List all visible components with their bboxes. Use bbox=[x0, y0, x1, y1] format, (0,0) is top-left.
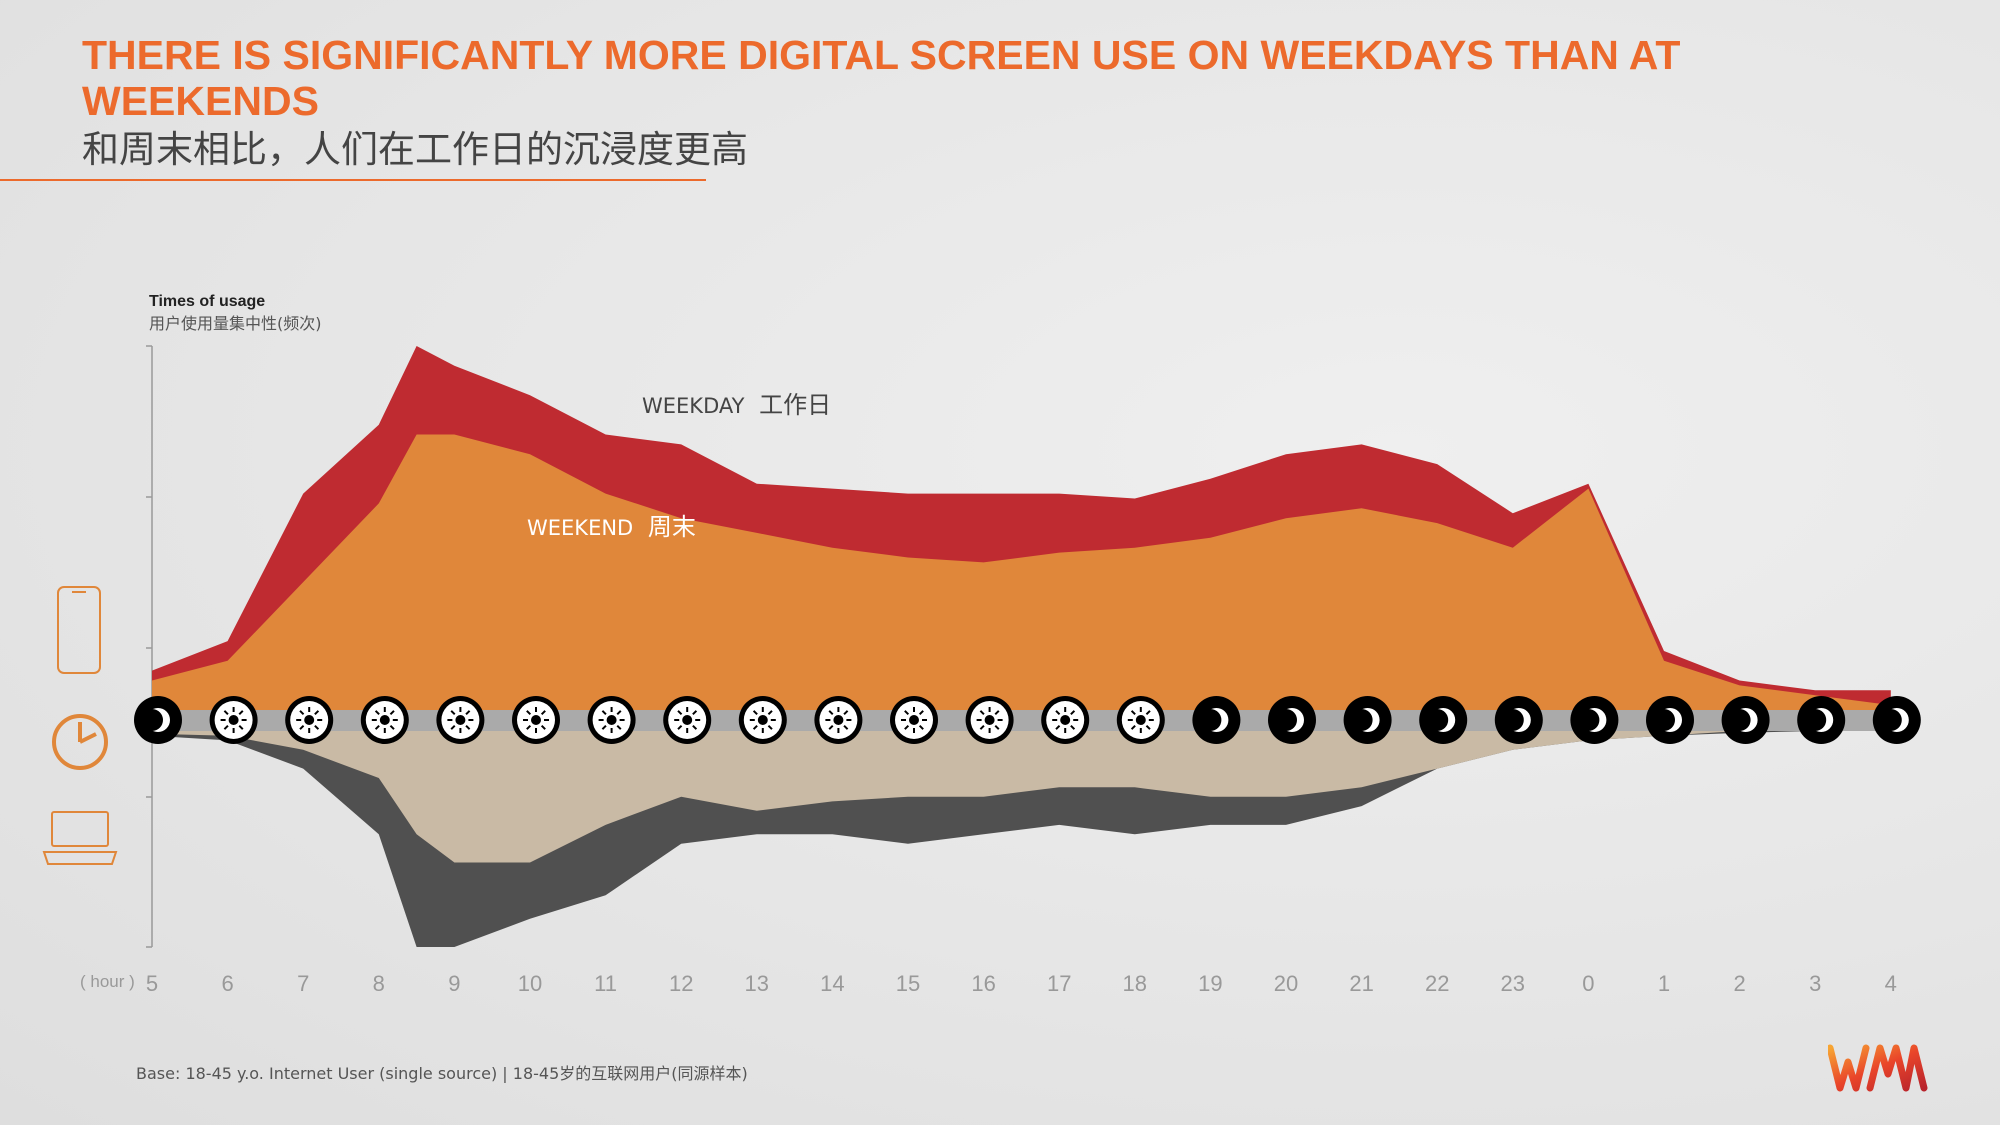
hour-markers bbox=[134, 696, 1921, 744]
moon-icon bbox=[1872, 696, 1921, 744]
x-tick-label: 12 bbox=[669, 971, 693, 996]
y-axis-label-zh: 用户使用量集中性(频次) bbox=[149, 314, 322, 333]
weekday-label-en: WEEKDAY bbox=[642, 394, 745, 418]
x-tick-label: 20 bbox=[1274, 971, 1298, 996]
sun-icon bbox=[965, 696, 1014, 744]
clock-icon bbox=[52, 714, 108, 770]
moon-icon bbox=[1494, 696, 1543, 744]
weekend-series-label: WEEKEND 周末 bbox=[527, 513, 696, 541]
smartphone-icon bbox=[57, 586, 101, 674]
x-tick-label: 0 bbox=[1582, 971, 1594, 996]
moon-icon bbox=[1797, 696, 1846, 744]
x-tick-label: 4 bbox=[1885, 971, 1897, 996]
weekend-pc-area bbox=[152, 731, 1891, 863]
moon-icon bbox=[1419, 696, 1468, 744]
y-axis-label: Times of usage 用户使用量集中性(频次) bbox=[149, 291, 322, 335]
timeline-bar bbox=[152, 710, 1897, 731]
laptop-icon bbox=[42, 811, 118, 865]
x-tick-label: 8 bbox=[373, 971, 385, 996]
x-axis-ticks: 5 6 7 8 9 10 11 12 13 14 15 16 17 18 19 20 21 22 23 0 1 2 3 4 bbox=[146, 971, 1897, 996]
x-tick-label: 7 bbox=[297, 971, 309, 996]
x-tick-label: 1 bbox=[1658, 971, 1670, 996]
footnote: Base: 18-45 y.o. Internet User (single s… bbox=[136, 1064, 748, 1083]
sun-icon bbox=[1041, 696, 1090, 744]
sun-icon bbox=[814, 696, 863, 744]
weekday-series-label: WEEKDAY 工作日 bbox=[642, 391, 831, 419]
x-tick-label: 6 bbox=[221, 971, 233, 996]
moon-icon bbox=[1570, 696, 1619, 744]
x-tick-label: 16 bbox=[971, 971, 995, 996]
x-tick-label: 3 bbox=[1809, 971, 1821, 996]
sun-icon bbox=[890, 696, 938, 744]
title-underline bbox=[0, 179, 706, 181]
sun-icon bbox=[587, 696, 636, 744]
sun-icon bbox=[1116, 696, 1165, 744]
x-tick-label: 19 bbox=[1198, 971, 1222, 996]
weekend-label-zh: 周末 bbox=[648, 513, 696, 541]
moon-icon bbox=[1192, 696, 1241, 744]
sun-icon bbox=[209, 696, 258, 744]
moon-icon bbox=[1646, 696, 1694, 744]
weekend-mobile-area bbox=[152, 434, 1891, 710]
y-axis-label-en: Times of usage bbox=[149, 293, 266, 310]
moon-icon bbox=[1721, 696, 1770, 744]
x-tick-label: 15 bbox=[896, 971, 920, 996]
x-tick-label: 22 bbox=[1425, 971, 1449, 996]
sun-icon bbox=[738, 696, 787, 744]
x-tick-label: 23 bbox=[1501, 971, 1525, 996]
x-tick-label: 21 bbox=[1349, 971, 1373, 996]
x-axis-label: ( hour ) bbox=[80, 972, 135, 991]
moon-icon bbox=[1268, 696, 1316, 744]
x-tick-label: 14 bbox=[820, 971, 844, 996]
weekend-label-en: WEEKEND bbox=[527, 516, 633, 540]
x-tick-label: 2 bbox=[1733, 971, 1745, 996]
page-subtitle: 和周末相比，人们在工作日的沉浸度更高 bbox=[82, 128, 748, 171]
x-tick-label: 17 bbox=[1047, 971, 1071, 996]
page-title: THERE IS SIGNIFICANTLY MORE DIGITAL SCRE… bbox=[82, 32, 1681, 124]
sun-icon bbox=[360, 696, 409, 744]
x-tick-label: 18 bbox=[1123, 971, 1147, 996]
moon-icon bbox=[134, 696, 182, 744]
x-tick-label: 13 bbox=[745, 971, 769, 996]
x-tick-label: 11 bbox=[594, 971, 617, 996]
y-axis-ticks bbox=[146, 345, 152, 948]
sun-icon bbox=[512, 696, 560, 744]
wm-logo bbox=[1828, 1044, 1928, 1092]
x-tick-label: 5 bbox=[146, 971, 158, 996]
sun-icon bbox=[436, 696, 485, 744]
x-tick-label: 9 bbox=[448, 971, 460, 996]
sun-icon bbox=[285, 696, 334, 744]
x-tick-label: 10 bbox=[518, 971, 542, 996]
sun-icon bbox=[663, 696, 712, 744]
weekday-label-zh: 工作日 bbox=[759, 391, 831, 419]
moon-icon bbox=[1343, 696, 1392, 744]
